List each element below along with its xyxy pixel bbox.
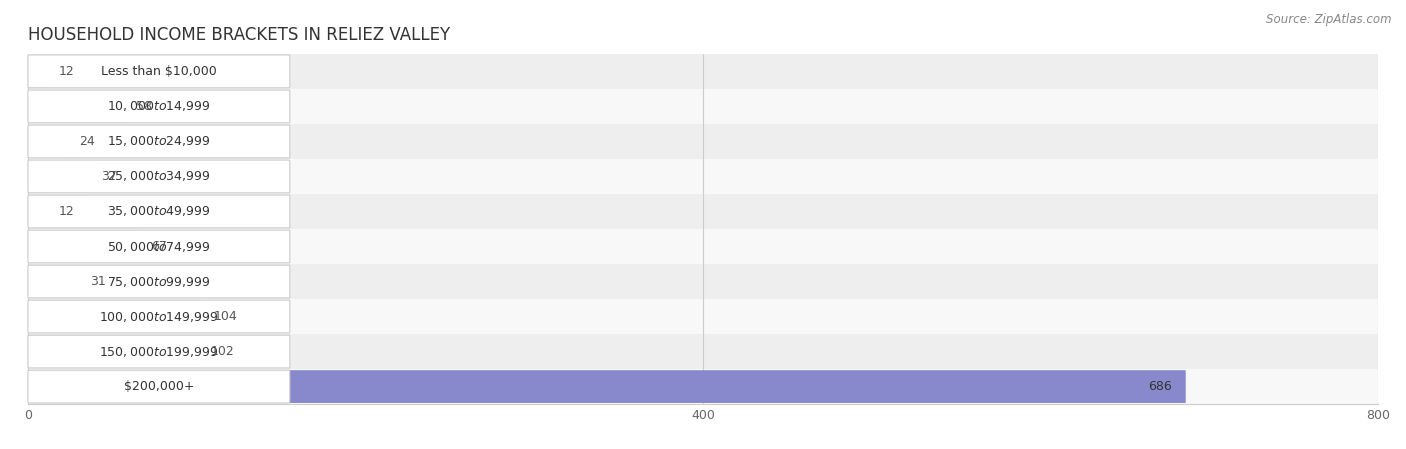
Text: 104: 104 xyxy=(214,310,238,323)
FancyBboxPatch shape xyxy=(28,230,290,263)
Text: 686: 686 xyxy=(1149,380,1173,393)
FancyBboxPatch shape xyxy=(28,55,290,88)
FancyBboxPatch shape xyxy=(28,335,290,368)
Bar xyxy=(28,124,1378,159)
Text: 102: 102 xyxy=(211,345,233,358)
FancyBboxPatch shape xyxy=(28,335,201,368)
Text: $150,000 to $199,999: $150,000 to $199,999 xyxy=(100,344,218,359)
FancyBboxPatch shape xyxy=(28,300,204,333)
Bar xyxy=(28,194,1378,229)
Text: $15,000 to $24,999: $15,000 to $24,999 xyxy=(107,134,211,149)
Text: $100,000 to $149,999: $100,000 to $149,999 xyxy=(100,309,218,324)
FancyBboxPatch shape xyxy=(28,90,127,123)
FancyBboxPatch shape xyxy=(28,230,142,263)
FancyBboxPatch shape xyxy=(28,125,69,158)
FancyBboxPatch shape xyxy=(28,160,290,193)
FancyBboxPatch shape xyxy=(28,160,91,193)
Text: 24: 24 xyxy=(79,135,94,148)
Text: Source: ZipAtlas.com: Source: ZipAtlas.com xyxy=(1267,13,1392,26)
FancyBboxPatch shape xyxy=(28,370,290,403)
Bar xyxy=(28,89,1378,124)
FancyBboxPatch shape xyxy=(28,195,290,228)
FancyBboxPatch shape xyxy=(28,55,49,88)
FancyBboxPatch shape xyxy=(28,265,290,298)
Bar xyxy=(28,299,1378,334)
Text: $50,000 to $74,999: $50,000 to $74,999 xyxy=(107,239,211,254)
Text: 12: 12 xyxy=(59,205,75,218)
Text: 31: 31 xyxy=(90,275,107,288)
Text: HOUSEHOLD INCOME BRACKETS IN RELIEZ VALLEY: HOUSEHOLD INCOME BRACKETS IN RELIEZ VALL… xyxy=(28,26,450,44)
Text: $25,000 to $34,999: $25,000 to $34,999 xyxy=(107,169,211,184)
Text: $35,000 to $49,999: $35,000 to $49,999 xyxy=(107,204,211,219)
Bar xyxy=(28,264,1378,299)
Bar xyxy=(28,334,1378,369)
FancyBboxPatch shape xyxy=(28,370,1185,403)
Bar xyxy=(28,369,1378,404)
Text: $200,000+: $200,000+ xyxy=(124,380,194,393)
Text: Less than $10,000: Less than $10,000 xyxy=(101,65,217,78)
FancyBboxPatch shape xyxy=(28,90,290,123)
Text: 12: 12 xyxy=(59,65,75,78)
Text: $75,000 to $99,999: $75,000 to $99,999 xyxy=(107,274,211,289)
Text: 58: 58 xyxy=(136,100,152,113)
FancyBboxPatch shape xyxy=(28,125,290,158)
FancyBboxPatch shape xyxy=(28,300,290,333)
Bar xyxy=(28,229,1378,264)
FancyBboxPatch shape xyxy=(28,195,49,228)
FancyBboxPatch shape xyxy=(28,265,80,298)
Bar xyxy=(28,54,1378,89)
Text: $10,000 to $14,999: $10,000 to $14,999 xyxy=(107,99,211,114)
Text: 67: 67 xyxy=(152,240,167,253)
Bar xyxy=(28,159,1378,194)
Text: 37: 37 xyxy=(101,170,117,183)
